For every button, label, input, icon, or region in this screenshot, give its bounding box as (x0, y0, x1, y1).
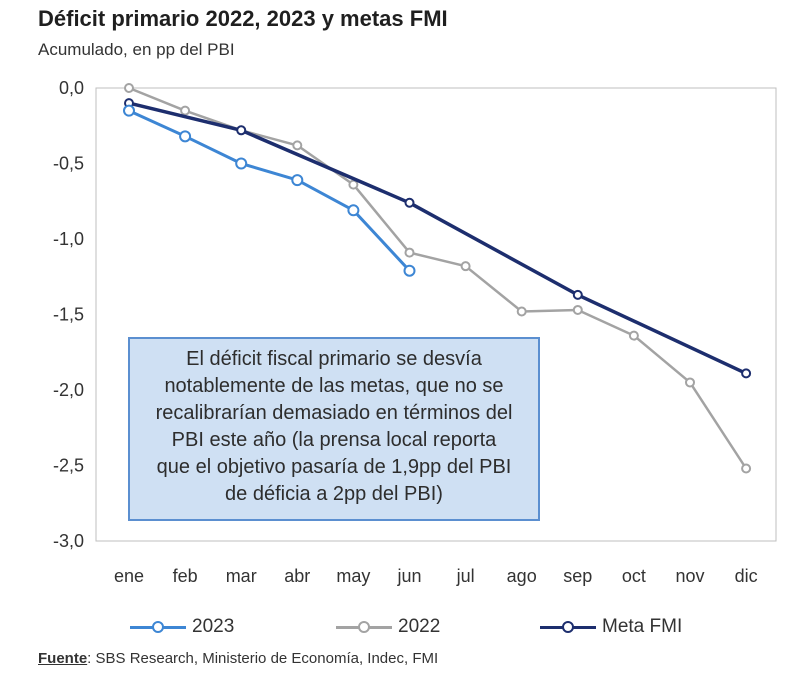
data-point-2022 (685, 377, 695, 388)
x-tick-label: abr (284, 566, 310, 586)
data-point-meta-fmi (572, 289, 583, 300)
x-tick-label: oct (622, 566, 646, 586)
x-tick-label: ago (507, 566, 537, 586)
chart-subtitle: Acumulado, en pp del PBI (38, 40, 235, 59)
data-point-2022 (124, 83, 134, 93)
x-tick-label: feb (173, 566, 198, 586)
data-point-2023 (179, 130, 192, 143)
y-tick-label: 0,0 (59, 78, 84, 98)
y-tick-label: -1,0 (53, 229, 84, 249)
line-chart: 0,0 -0,5 -1,0 -1,5 -2,0 -2,5 -3,0 ene feb mar abr m… (53, 78, 777, 586)
chart-title: Déficit primario 2022, 2023 y metas FMI (38, 6, 448, 31)
legend-item-2022: 2022 (336, 612, 440, 642)
data-point-2022 (741, 463, 752, 474)
x-tick-label: may (336, 566, 370, 586)
annotation-line: que el objetivo pasaría de 1,9pp del PBI (156, 456, 512, 478)
chart-legend: 2023 2022 Meta FMI (0, 612, 800, 642)
data-point-2022 (628, 330, 639, 341)
annotation-line: notablemente de las metas, que no se (164, 375, 504, 397)
series-line-meta-fmi (127, 101, 748, 376)
data-point-2022 (516, 306, 527, 317)
series-line-2023 (127, 109, 411, 273)
annotation-box: El déficit fiscal primario se desvía not… (128, 337, 540, 521)
source-text: : SBS Research, Ministerio de Economía, … (87, 650, 439, 667)
legend-label-2023: 2023 (192, 616, 235, 637)
data-point-2023 (235, 157, 248, 170)
y-tick-label: -0,5 (53, 154, 84, 174)
x-tick-label: nov (675, 566, 704, 586)
y-tick-label: -1,5 (53, 305, 84, 325)
y-tick-label: -3,0 (53, 531, 84, 551)
legend-item-2023: 2023 (130, 612, 234, 642)
legend-label-2022: 2022 (398, 616, 441, 637)
data-point-2022 (572, 304, 583, 315)
plot-area-frame (95, 87, 777, 542)
data-point-2023 (123, 104, 135, 117)
data-point-2022 (180, 105, 191, 116)
x-tick-label: mar (226, 566, 257, 586)
data-point-2022 (404, 247, 415, 258)
data-point-meta-fmi (404, 197, 415, 208)
data-point-2022 (348, 179, 359, 190)
data-point-meta-fmi (236, 125, 247, 136)
annotation-line: de déficia a 2pp del PBI) (225, 483, 443, 505)
data-point-2023 (291, 174, 304, 187)
data-point-2022 (460, 261, 471, 272)
legend-item-meta-fmi: Meta FMI (540, 612, 682, 642)
legend-swatch-2023 (130, 621, 186, 633)
x-tick-label: sep (563, 566, 592, 586)
y-tick-label: -2,5 (53, 456, 84, 476)
annotation-line: PBI este año (la prensa local reporta (171, 429, 497, 451)
x-tick-label: dic (735, 566, 758, 586)
x-tick-label: jun (396, 566, 421, 586)
y-tick-label: -2,0 (53, 380, 84, 400)
annotation-line: recalibrarían demasiado en términos del (155, 402, 513, 424)
data-point-2023 (347, 204, 360, 217)
legend-label-meta-fmi: Meta FMI (602, 616, 683, 637)
data-point-2023 (403, 264, 416, 277)
legend-swatch-2022 (336, 621, 392, 633)
source-label: Fuente (38, 650, 88, 667)
data-point-2022 (292, 140, 303, 151)
legend-swatch-meta-fmi (540, 621, 596, 633)
x-tick-label: jul (456, 566, 475, 586)
x-tick-label: ene (114, 566, 144, 586)
annotation-line: El déficit fiscal primario se desvía (186, 348, 482, 370)
source-note: Fuente: SBS Research, Ministerio de Econ… (38, 650, 438, 667)
data-point-meta-fmi (741, 368, 752, 379)
